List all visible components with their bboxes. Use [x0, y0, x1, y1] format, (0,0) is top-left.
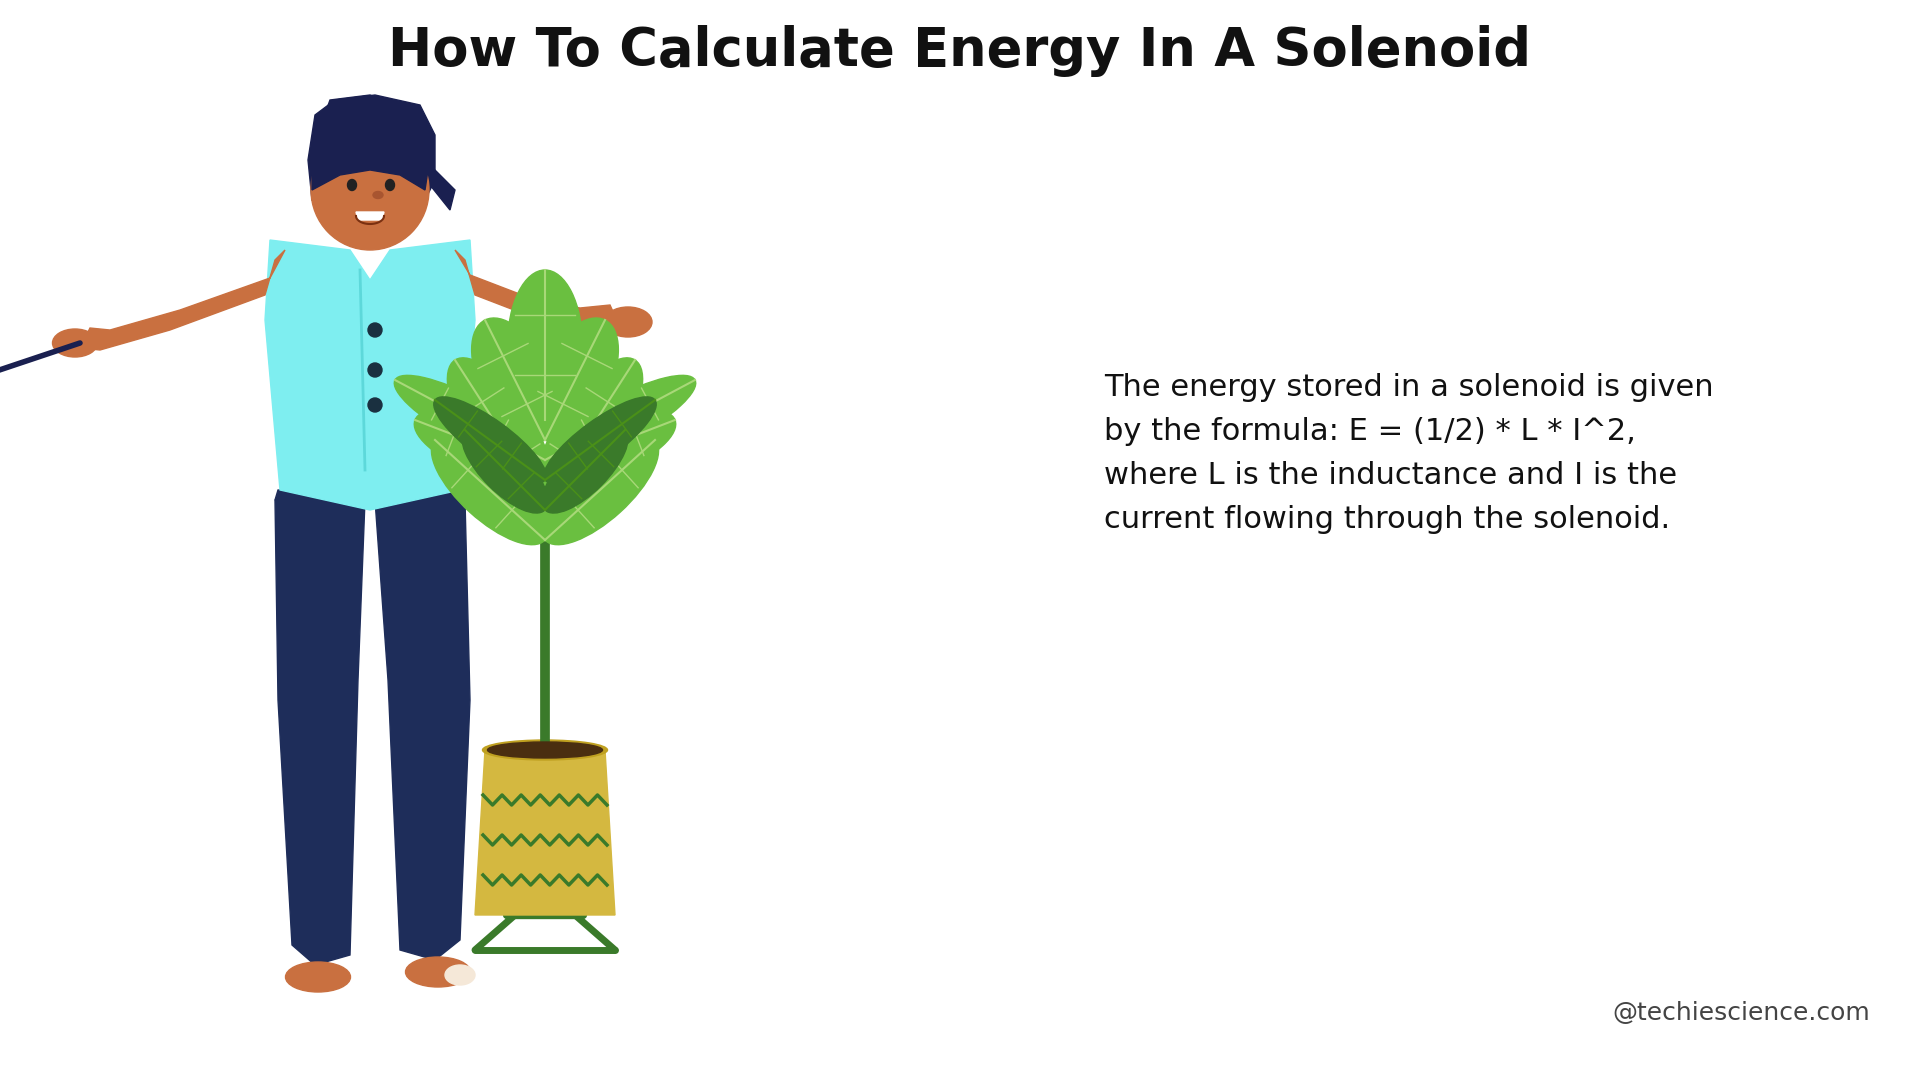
Ellipse shape	[286, 962, 351, 993]
Ellipse shape	[447, 357, 553, 502]
Ellipse shape	[543, 409, 676, 481]
Text: The energy stored in a solenoid is given
by the formula: E = (1/2) * L * I^2,
wh: The energy stored in a solenoid is given…	[1104, 374, 1715, 534]
Circle shape	[369, 323, 382, 337]
Ellipse shape	[432, 435, 549, 544]
Polygon shape	[81, 249, 284, 350]
Polygon shape	[455, 249, 620, 330]
Ellipse shape	[52, 329, 98, 357]
Polygon shape	[275, 490, 465, 500]
Text: How To Calculate Energy In A Solenoid: How To Calculate Energy In A Solenoid	[388, 25, 1532, 77]
Polygon shape	[374, 500, 470, 960]
Ellipse shape	[311, 130, 428, 249]
Polygon shape	[355, 212, 384, 220]
Ellipse shape	[405, 957, 470, 987]
Ellipse shape	[372, 191, 382, 199]
Polygon shape	[275, 500, 365, 966]
Ellipse shape	[605, 307, 653, 337]
Ellipse shape	[538, 357, 643, 502]
Circle shape	[369, 363, 382, 377]
Ellipse shape	[348, 179, 357, 190]
Ellipse shape	[386, 179, 394, 190]
Ellipse shape	[543, 396, 657, 483]
Ellipse shape	[463, 427, 547, 513]
Ellipse shape	[543, 376, 695, 464]
Polygon shape	[355, 190, 384, 245]
Ellipse shape	[541, 427, 628, 513]
Ellipse shape	[541, 435, 659, 544]
Polygon shape	[307, 95, 436, 200]
Ellipse shape	[507, 270, 582, 420]
Ellipse shape	[445, 966, 474, 985]
Ellipse shape	[482, 740, 607, 760]
Polygon shape	[474, 750, 614, 915]
Ellipse shape	[394, 376, 545, 464]
Polygon shape	[311, 95, 428, 190]
Text: @techiescience.com: @techiescience.com	[1613, 1001, 1870, 1025]
Ellipse shape	[472, 318, 559, 442]
Ellipse shape	[488, 742, 603, 758]
Ellipse shape	[434, 396, 547, 483]
Ellipse shape	[532, 318, 618, 442]
Ellipse shape	[415, 409, 545, 481]
Polygon shape	[399, 160, 455, 210]
Polygon shape	[265, 240, 474, 510]
Circle shape	[369, 399, 382, 411]
